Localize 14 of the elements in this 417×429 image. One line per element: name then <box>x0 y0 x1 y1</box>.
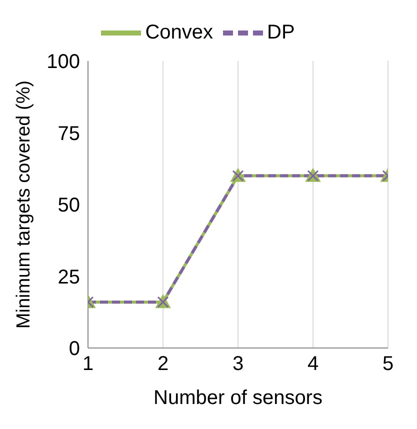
y-tick-label: 0 <box>68 338 80 360</box>
x-tick-label: 2 <box>157 353 169 376</box>
y-tick-label: 25 <box>58 266 80 288</box>
y-tick-label: 100 <box>46 51 80 74</box>
x-tick-label: 1 <box>82 353 94 376</box>
x-axis-title: Number of sensors <box>154 387 322 409</box>
legend-label: Convex <box>145 21 213 44</box>
y-axis-title: Minimum targets covered (%) <box>14 80 35 329</box>
x-tick-label: 4 <box>307 353 319 376</box>
x-tick-label: 3 <box>232 353 244 376</box>
x-tick-label: 5 <box>382 353 394 376</box>
y-tick-label: 75 <box>58 122 80 145</box>
legend-label: DP <box>267 21 295 44</box>
y-tick-label: 50 <box>58 194 80 217</box>
